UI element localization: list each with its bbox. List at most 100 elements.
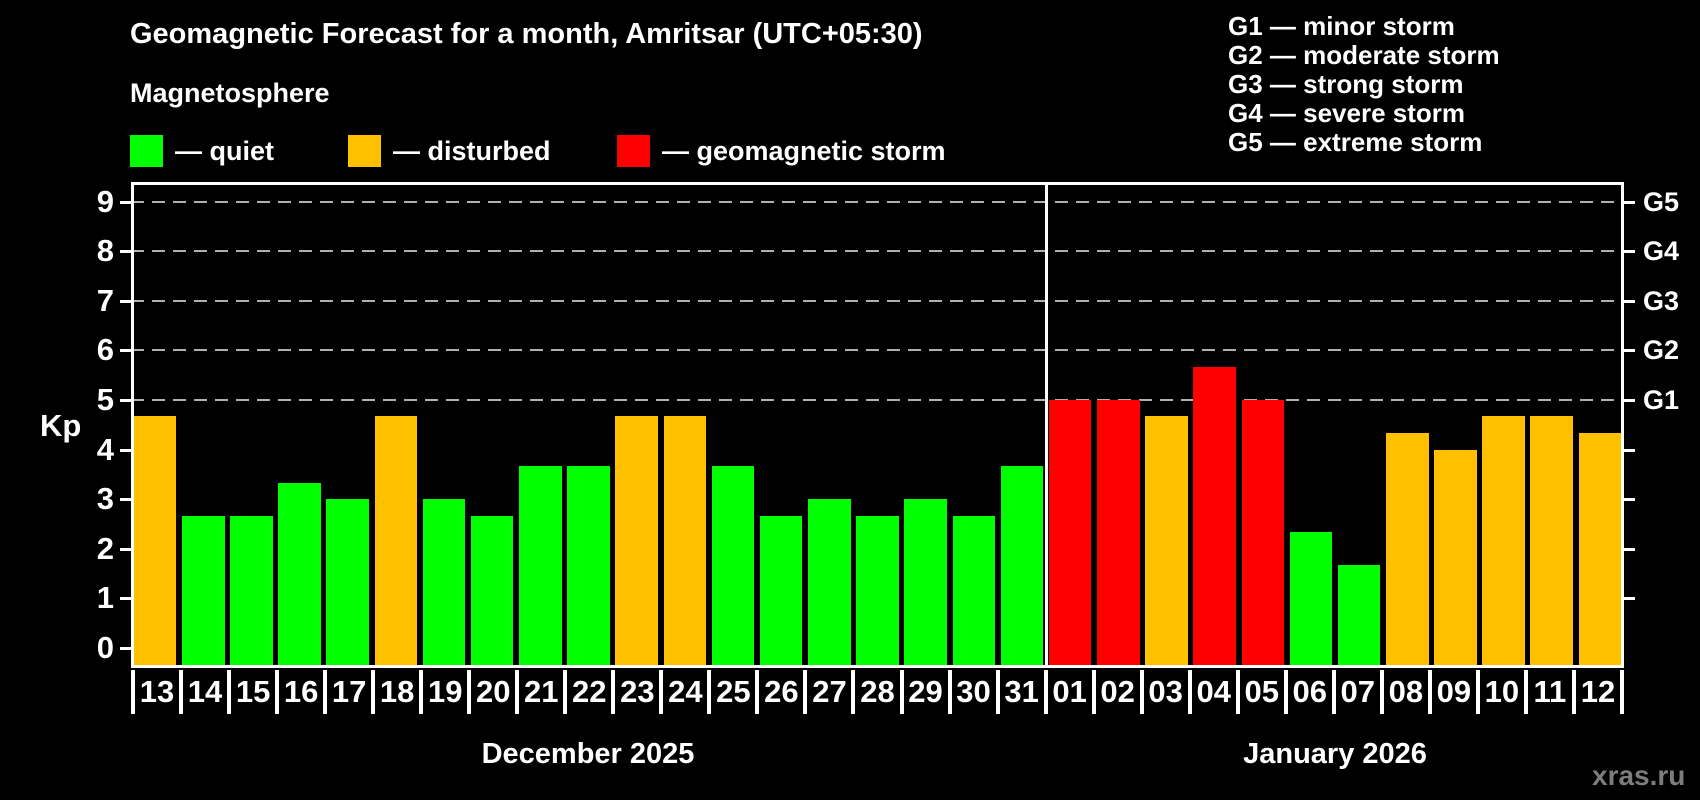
kp-bar-day-18 <box>374 416 418 665</box>
day-label-30: 30 <box>947 670 996 714</box>
y-tick-label-1: 1 <box>96 580 114 616</box>
g-axis-label-g4: G4 <box>1643 236 1680 267</box>
day-label-11: 11 <box>1523 670 1572 714</box>
kp-bar-day-03 <box>1145 416 1188 665</box>
y-tick-label-2: 2 <box>96 530 114 566</box>
storm-scale-g2: G2 — moderate storm <box>1228 40 1500 70</box>
plot-border-bottom <box>131 665 1624 668</box>
day-label-05: 05 <box>1235 670 1284 714</box>
g-tick-9 <box>1623 200 1635 204</box>
day-label-07: 07 <box>1331 670 1380 714</box>
y-tick-1 <box>120 597 132 601</box>
y-tick-6 <box>120 349 132 353</box>
quiet-legend-label: — quiet <box>175 136 274 166</box>
kp-bar-day-22 <box>567 465 610 665</box>
day-label-31: 31 <box>995 670 1044 714</box>
storm-scale-g5: G5 — extreme storm <box>1228 127 1483 157</box>
g-axis-label-g2: G2 <box>1643 335 1680 366</box>
day-label-26: 26 <box>755 670 803 714</box>
plot-area <box>131 182 1624 668</box>
y-tick-4 <box>120 448 132 452</box>
day-label-01: 01 <box>1043 670 1092 714</box>
y-tick-label-3: 3 <box>96 481 114 517</box>
g-tick-4 <box>1623 448 1635 452</box>
kp-bar-day-24 <box>663 416 707 665</box>
g-axis-label-g3: G3 <box>1643 285 1680 316</box>
month-separator <box>1044 182 1048 668</box>
storm-scale-g1: G1 — minor storm <box>1228 11 1455 41</box>
kp-bar-day-02 <box>1097 400 1140 665</box>
g-tick-7 <box>1623 299 1635 303</box>
storm-legend-label: — geomagnetic storm <box>662 136 946 166</box>
kp-bar-day-26 <box>759 515 803 665</box>
plot-border-right <box>1621 182 1624 668</box>
plot-border-top <box>131 182 1624 185</box>
day-label-27: 27 <box>803 670 851 714</box>
day-label-28: 28 <box>851 670 899 714</box>
magnetosphere-label: Magnetosphere <box>130 78 330 108</box>
g-tick-8 <box>1623 250 1635 254</box>
day-label-09: 09 <box>1427 670 1476 714</box>
g-axis-label-g5: G5 <box>1643 186 1680 217</box>
gridline-kp9 <box>131 200 1624 203</box>
day-label-22: 22 <box>563 670 611 714</box>
day-label-06: 06 <box>1283 670 1332 714</box>
kp-bar-day-13 <box>133 416 177 665</box>
g-axis-label-g1: G1 <box>1643 385 1680 416</box>
kp-bar-day-04 <box>1193 366 1236 665</box>
day-label-19: 19 <box>419 670 467 714</box>
day-label-02: 02 <box>1091 670 1140 714</box>
kp-bar-day-20 <box>470 515 514 665</box>
y-tick-2 <box>120 547 132 551</box>
watermark: xras.ru <box>1592 760 1686 791</box>
y-tick-label-6: 6 <box>96 332 114 368</box>
day-label-21: 21 <box>515 670 563 714</box>
kp-bar-day-21 <box>519 465 562 665</box>
storm-scale-g4: G4 — severe storm <box>1228 98 1466 128</box>
kp-bar-day-08 <box>1385 433 1429 665</box>
kp-bar-day-15 <box>230 515 273 665</box>
gridline-kp6 <box>131 349 1624 352</box>
kp-bar-day-29 <box>904 499 947 665</box>
storm-color-swatch <box>617 135 650 167</box>
kp-bar-day-09 <box>1434 449 1477 665</box>
month-label-december: December 2025 <box>481 738 695 770</box>
kp-bar-day-27 <box>808 499 851 665</box>
kp-bar-day-28 <box>856 515 899 665</box>
day-label-15: 15 <box>227 670 275 714</box>
day-label-24: 24 <box>659 670 707 714</box>
kp-bar-day-16 <box>278 482 321 665</box>
day-label-13: 13 <box>131 670 179 714</box>
day-label-10: 10 <box>1475 670 1524 714</box>
kp-axis-label: Kp <box>40 408 82 443</box>
y-tick-label-0: 0 <box>96 629 114 665</box>
kp-bar-day-17 <box>326 499 369 665</box>
day-label-04: 04 <box>1187 670 1236 714</box>
y-tick-label-4: 4 <box>96 431 114 467</box>
g-tick-3 <box>1623 498 1635 502</box>
day-axis: 13 14 15 16 17 18 19 20 21 22 23 24 25 26 27 28 29 30 31 01… <box>131 670 1624 714</box>
day-label-12: 12 <box>1571 670 1624 714</box>
y-tick-7 <box>120 299 132 303</box>
page-title: Geomagnetic Forecast for a month, Amrits… <box>130 18 923 50</box>
day-label-29: 29 <box>899 670 948 714</box>
kp-bar-day-19 <box>422 499 466 665</box>
kp-bar-day-11 <box>1530 416 1574 665</box>
kp-bar-day-05 <box>1241 400 1285 665</box>
g-tick-2 <box>1623 547 1635 551</box>
gridline-kp8 <box>131 250 1624 253</box>
disturbed-color-swatch <box>348 135 381 167</box>
disturbed-legend-label: — disturbed <box>393 136 551 166</box>
y-tick-3 <box>120 498 132 502</box>
day-label-25: 25 <box>707 670 755 714</box>
month-label-january: January 2026 <box>1243 738 1427 770</box>
quiet-color-swatch <box>130 135 163 167</box>
y-tick-5 <box>120 399 132 403</box>
y-tick-label-9: 9 <box>96 183 114 219</box>
storm-scale-legend: G1 — minor storm G2 — moderate storm G3 … <box>1228 12 1500 157</box>
y-tick-label-7: 7 <box>96 282 114 318</box>
kp-bar-day-25 <box>711 465 755 665</box>
y-tick-0 <box>120 646 132 650</box>
day-label-23: 23 <box>611 670 659 714</box>
